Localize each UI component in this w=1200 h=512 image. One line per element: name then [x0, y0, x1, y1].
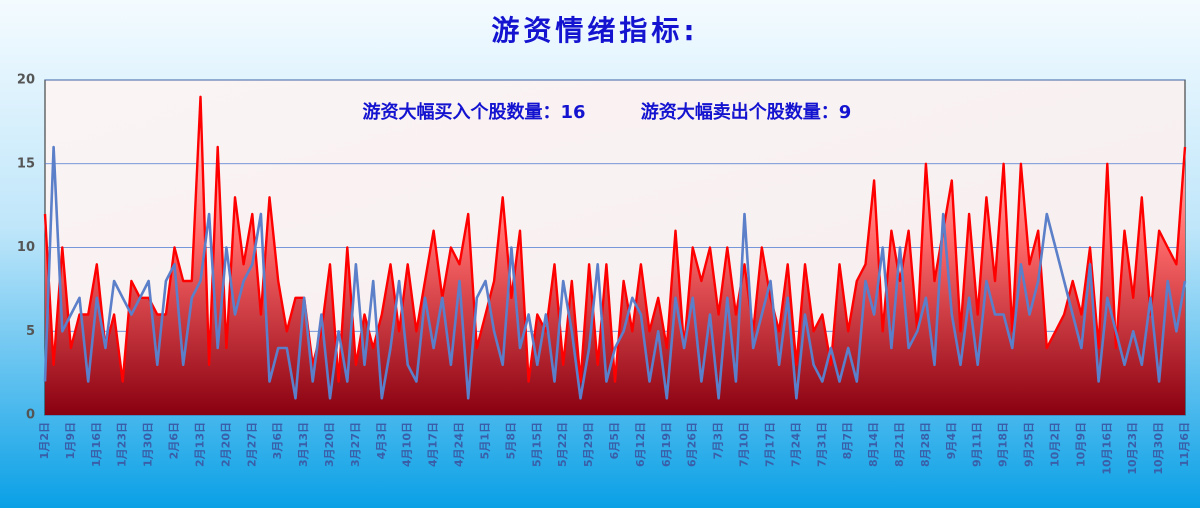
x-tick-label: 9月11日	[971, 422, 984, 467]
y-tick-label: 15	[17, 156, 35, 171]
x-tick-label: 5月15日	[530, 422, 543, 467]
x-tick-label: 2月27日	[245, 422, 258, 467]
annotation: 游资大幅买入个股数量：16	[362, 101, 585, 123]
x-tick-label: 10月16日	[1100, 422, 1113, 475]
x-tick-label: 8月14日	[867, 422, 880, 467]
x-tick-label: 4月10日	[401, 422, 414, 467]
x-tick-label: 9月18日	[997, 422, 1010, 467]
x-tick-label: 1月9日	[64, 422, 77, 459]
x-tick-label: 10月23日	[1126, 422, 1139, 475]
x-tick-label: 7月10日	[738, 422, 751, 467]
x-tick-label: 6月12日	[634, 422, 647, 467]
x-tick-label: 7月17日	[763, 422, 776, 467]
x-tick-label: 5月1日	[478, 422, 491, 459]
y-tick-label: 5	[26, 324, 35, 339]
x-tick-label: 2月6日	[168, 422, 181, 459]
x-tick-label: 3月20日	[323, 422, 336, 467]
x-tick-label: 6月19日	[660, 422, 673, 467]
series-line	[43, 95, 1187, 383]
chart-title: 游资情绪指标:	[491, 14, 698, 47]
x-tick-label: 1月16日	[90, 422, 103, 467]
plot-layer: 0 5 10 15 20 1月2日 1月9日 1月16日 1月23日 1月30日 2月6日 2月13日…	[17, 73, 1191, 475]
x-tick-label: 10月2日	[1048, 422, 1061, 467]
x-tick-label: 3月27日	[349, 422, 362, 467]
x-tick-label: 6月5日	[608, 422, 621, 459]
x-tick-label: 4月3日	[375, 422, 388, 459]
x-tick-label: 1月30日	[142, 422, 155, 467]
x-tick-label: 8月28日	[919, 422, 932, 467]
x-tick-label: 7月31日	[815, 422, 828, 467]
x-tick-label: 7月3日	[712, 422, 725, 459]
y-tick-label: 20	[17, 73, 35, 88]
x-tick-label: 7月24日	[789, 422, 802, 467]
x-tick-label: 2月20日	[219, 422, 232, 467]
x-tick-label: 2月13日	[193, 422, 206, 467]
x-tick-label: 8月7日	[841, 422, 854, 459]
x-tick-label: 5月22日	[556, 422, 569, 467]
x-tick-label: 10月30日	[1152, 422, 1165, 475]
x-tick-label: 1月2日	[38, 422, 51, 459]
annotation: 游资大幅卖出个股数量：9	[641, 101, 852, 123]
x-tick-label: 3月13日	[297, 422, 310, 467]
x-tick-label: 10月9日	[1074, 422, 1087, 467]
x-tick-label: 11月6日	[1178, 422, 1191, 467]
x-tick-label: 3月6日	[271, 422, 284, 459]
x-tick-label: 8月21日	[893, 422, 906, 467]
x-tick-label: 4月24日	[453, 422, 466, 467]
y-tick-label: 10	[17, 240, 35, 255]
x-tick-label: 1月23日	[116, 422, 129, 467]
x-tick-label: 5月8日	[504, 422, 517, 459]
x-tick-label: 5月29日	[582, 422, 595, 467]
x-tick-label: 4月17日	[427, 422, 440, 467]
y-tick-label: 0	[26, 408, 35, 423]
x-tick-label: 9月4日	[945, 422, 958, 459]
x-tick-label: 9月25日	[1023, 422, 1036, 467]
area-fill	[45, 96, 1185, 416]
x-tick-label: 6月26日	[686, 422, 699, 467]
series-line	[43, 145, 1187, 400]
